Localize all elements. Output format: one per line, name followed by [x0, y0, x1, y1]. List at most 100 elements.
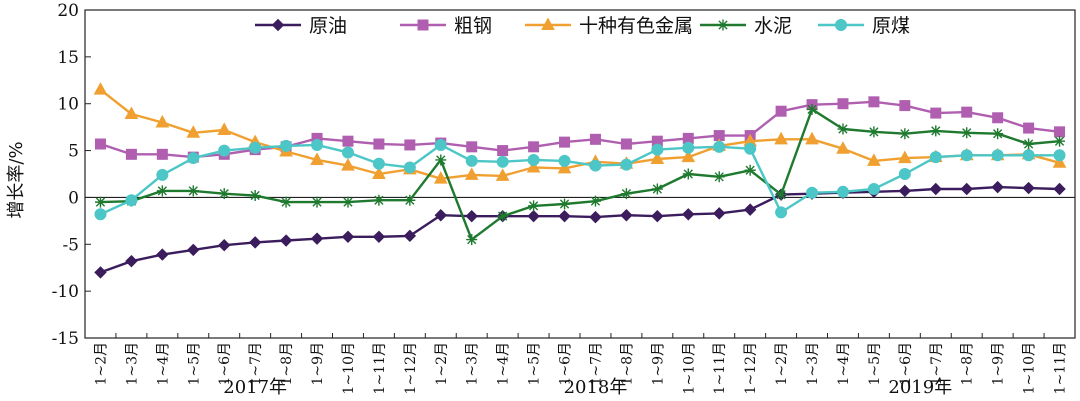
data-point	[249, 141, 262, 154]
y-tick-label: -15	[52, 329, 79, 349]
y-tick-label: -10	[52, 282, 79, 302]
data-point	[217, 122, 232, 135]
legend-item: 原煤	[818, 15, 910, 37]
series-line	[100, 143, 1060, 216]
legend-label: 粗钢	[454, 15, 492, 37]
data-point	[434, 209, 447, 222]
axes: -15 -10 -5 0 5 10 15 20 1~2月 1~3月 1~4月 1~5月 1~6月 1~7月…	[52, 1, 1076, 398]
data-point	[651, 183, 663, 195]
data-point	[94, 196, 106, 208]
data-point	[403, 161, 416, 174]
x-tick-label: 1~8月	[619, 342, 635, 386]
data-point	[466, 234, 478, 246]
data-point	[497, 210, 509, 222]
data-point	[496, 155, 509, 168]
x-tick-label: 1~3月	[465, 342, 481, 386]
series-line	[100, 185, 1060, 274]
series-2	[94, 96, 1066, 163]
legend-label: 水泥	[754, 15, 792, 37]
data-point	[156, 185, 168, 197]
legend-marker	[541, 17, 555, 30]
data-point	[125, 148, 137, 160]
legend-item: 粗钢	[400, 15, 492, 37]
data-point	[341, 158, 355, 171]
data-point	[156, 168, 169, 181]
legend-marker	[271, 18, 285, 32]
x-tick-label: 1~3月	[124, 342, 140, 386]
data-point	[559, 198, 571, 210]
x-tick-label: 1~4月	[496, 342, 512, 386]
data-point	[589, 195, 601, 207]
data-point	[218, 188, 230, 200]
x-tick-label: 1~10月	[681, 342, 697, 394]
y-tick-label: 5	[68, 142, 79, 162]
data-point	[558, 154, 571, 167]
data-point	[867, 153, 881, 166]
data-point	[682, 208, 695, 221]
data-point	[992, 112, 1004, 124]
data-point	[124, 106, 139, 120]
y-axis-title: 增长率/%	[6, 141, 27, 218]
series-1	[94, 180, 1066, 279]
series-4	[94, 103, 1066, 246]
data-point	[373, 194, 385, 206]
data-point	[187, 152, 200, 165]
data-point	[311, 138, 324, 151]
year-label: 2019年	[888, 377, 952, 398]
data-point	[589, 210, 602, 224]
data-point	[218, 239, 231, 252]
data-point	[775, 105, 787, 117]
series-layer	[93, 82, 1067, 279]
x-tick-label: 1~12月	[403, 342, 419, 394]
data-point	[961, 106, 973, 118]
data-point	[94, 266, 107, 279]
data-point	[557, 160, 572, 174]
x-tick-label: 1~11月	[372, 342, 388, 394]
data-point	[868, 126, 880, 138]
x-tick-label: 1~3月	[805, 342, 821, 386]
data-point	[279, 234, 293, 247]
data-point	[713, 171, 725, 183]
data-point	[681, 149, 696, 163]
x-tick-label: 1~9月	[310, 342, 326, 386]
data-point	[1022, 149, 1035, 162]
data-point	[1022, 181, 1035, 195]
data-point	[342, 196, 354, 208]
y-tick-label: 20	[57, 1, 79, 21]
data-point	[94, 208, 107, 221]
data-point	[620, 138, 632, 150]
data-point	[527, 153, 540, 166]
data-point	[682, 141, 695, 154]
data-point	[1023, 122, 1035, 134]
data-point	[310, 152, 324, 165]
data-point	[373, 138, 385, 150]
data-point	[929, 151, 942, 164]
x-tick-label: 1~7月	[248, 342, 264, 386]
data-point	[125, 194, 138, 207]
x-tick-label: 1~7月	[929, 342, 945, 386]
data-point	[404, 139, 416, 151]
data-point	[836, 185, 849, 198]
data-point	[465, 209, 478, 223]
data-point	[744, 142, 757, 155]
data-point	[310, 232, 324, 245]
data-point	[187, 243, 200, 257]
data-point	[991, 149, 1004, 162]
data-point	[620, 209, 633, 222]
data-point	[156, 148, 168, 160]
data-point	[433, 171, 448, 184]
data-point	[187, 185, 199, 197]
data-point	[404, 194, 416, 206]
data-point	[960, 182, 973, 196]
series-line	[100, 108, 1060, 241]
data-point	[218, 144, 231, 157]
data-point	[558, 209, 571, 223]
data-point	[526, 159, 541, 173]
data-point	[992, 128, 1004, 140]
series-5	[94, 138, 1066, 221]
data-point	[775, 206, 788, 219]
data-point	[155, 114, 170, 128]
x-tick-label: 1~5月	[867, 342, 883, 386]
data-point	[775, 189, 787, 201]
data-point	[372, 166, 386, 179]
